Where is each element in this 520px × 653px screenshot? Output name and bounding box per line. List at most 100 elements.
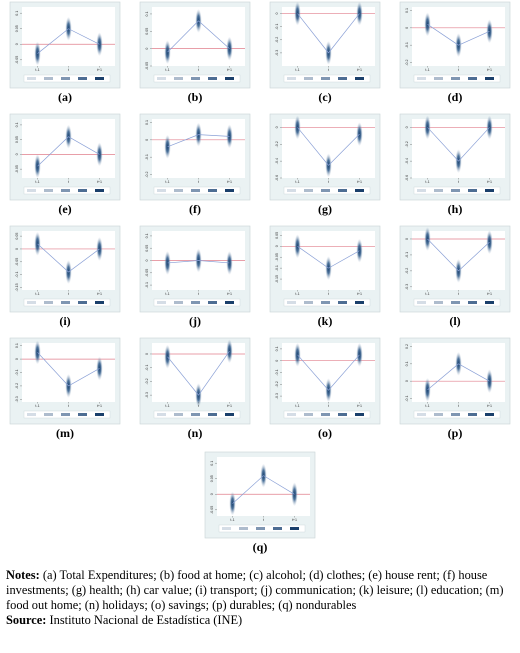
legend-swatch <box>78 77 87 80</box>
legend-swatch <box>191 189 200 192</box>
panel: -0.3 -0.2 -0.1 0 t-1 t t+1 (c) <box>269 1 381 104</box>
legend-swatch <box>44 301 53 304</box>
legend-swatch <box>78 413 87 416</box>
line <box>167 351 230 396</box>
line <box>167 260 230 264</box>
x-tick-label: t <box>458 404 459 408</box>
caption: (d) <box>448 90 463 104</box>
caption: (i) <box>59 314 70 328</box>
legend-swatch <box>355 77 364 80</box>
panel: -0.3 -0.2 -0.1 0 t-1 t t+1 (n) <box>139 337 251 440</box>
caption: (p) <box>448 426 463 440</box>
panel: -0.3 -0.2 -0.1 0 0.1 t-1 t t+1 (m) <box>9 337 121 440</box>
caption: (k) <box>318 314 333 328</box>
x-tick-label: t <box>263 518 264 522</box>
y-tick-label: 0 <box>15 43 19 45</box>
legend-swatch <box>287 189 296 192</box>
legend-swatch <box>451 77 460 80</box>
line <box>167 134 230 148</box>
y-tick-label: -0.05 <box>15 258 19 266</box>
legend-swatch <box>468 77 477 80</box>
x-tick-label: t-1 <box>425 68 429 72</box>
y-tick-label: -0.1 <box>405 395 409 401</box>
x-tick-label: t <box>198 180 199 184</box>
x-tick-label: t+1 <box>487 68 492 72</box>
panel: -0.15 -0.1 -0.05 0 0.05 t-1 t t+1 (k) <box>269 225 381 328</box>
x-tick-label: t+1 <box>227 404 232 408</box>
legend-swatch <box>468 301 477 304</box>
legend-swatch <box>451 189 460 192</box>
line <box>427 363 490 391</box>
y-tick-label: 0.1 <box>275 346 279 351</box>
notes-label: Notes: <box>6 568 40 582</box>
legend-swatch <box>27 413 36 416</box>
legend-swatch <box>417 413 426 416</box>
legend-swatch <box>485 301 494 304</box>
y-tick-label: 0.05 <box>145 28 149 35</box>
caption: (n) <box>188 426 203 440</box>
line <box>37 28 100 54</box>
y-tick-label: 0 <box>275 13 279 15</box>
y-tick-label: -0.1 <box>15 369 19 375</box>
x-tick-label: t <box>328 180 329 184</box>
y-tick-label: -0.15 <box>275 275 279 283</box>
x-tick-label: t+1 <box>357 404 362 408</box>
x-tick-label: t-1 <box>165 180 169 184</box>
legend-swatch <box>468 413 477 416</box>
x-tick-label: t <box>68 180 69 184</box>
legend-swatch <box>321 77 330 80</box>
x-tick-label: t+1 <box>97 292 102 296</box>
y-tick-label: -0.4 <box>405 158 409 164</box>
x-tick-label: t+1 <box>97 68 102 72</box>
legend-swatch <box>157 77 166 80</box>
y-tick-label: -0.1 <box>15 272 19 278</box>
x-tick-label: t-1 <box>295 180 299 184</box>
legend-swatch <box>95 301 104 304</box>
y-tick-label: -0.3 <box>145 392 149 398</box>
legend-swatch <box>95 77 104 80</box>
x-tick-label: t+1 <box>97 180 102 184</box>
y-tick-label: 0.1 <box>210 461 214 466</box>
y-tick-label: 0.1 <box>145 11 149 16</box>
x-tick-label: t-1 <box>295 68 299 72</box>
legend-swatch <box>434 189 443 192</box>
y-tick-label: 0.1 <box>145 233 149 238</box>
legend-swatch <box>434 77 443 80</box>
y-tick-label: 0.1 <box>15 122 19 127</box>
legend-swatch <box>485 413 494 416</box>
line <box>297 127 360 166</box>
y-tick-label: -0.2 <box>15 383 19 389</box>
y-tick-label: 0.05 <box>145 245 149 252</box>
x-tick-label: t+1 <box>487 292 492 296</box>
x-tick-label: t+1 <box>487 404 492 408</box>
y-tick-label: -0.2 <box>275 141 279 147</box>
legend-swatch <box>256 527 265 530</box>
x-tick-label: t <box>458 180 459 184</box>
notes-text: (a) Total Expenditures; (b) food at home… <box>6 568 504 612</box>
y-tick-label: 0 <box>145 139 149 141</box>
legend-swatch <box>95 189 104 192</box>
x-tick-label: t+1 <box>227 180 232 184</box>
legend-swatch <box>208 77 217 80</box>
source-label: Source: <box>6 613 47 627</box>
legend-swatch <box>157 413 166 416</box>
y-tick-label: -0.1 <box>275 24 279 30</box>
legend-swatch <box>174 189 183 192</box>
y-tick-label: 0.1 <box>15 11 19 16</box>
y-tick-label: 0.1 <box>15 343 19 348</box>
y-tick-label: 0 <box>275 126 279 128</box>
fan <box>229 491 236 516</box>
legend-swatch <box>61 301 70 304</box>
caption: (b) <box>188 90 203 104</box>
y-tick-label: -0.3 <box>275 393 279 399</box>
legend-swatch <box>174 77 183 80</box>
y-tick-label: 0.2 <box>405 344 409 349</box>
line <box>427 238 490 272</box>
legend-swatch <box>417 77 426 80</box>
legend-swatch <box>44 77 53 80</box>
caption: (a) <box>58 90 72 104</box>
panel: -0.3 -0.2 -0.1 0 t-1 t t+1 (l) <box>399 225 511 328</box>
y-tick-label: -0.2 <box>145 378 149 384</box>
legend-swatch <box>78 189 87 192</box>
